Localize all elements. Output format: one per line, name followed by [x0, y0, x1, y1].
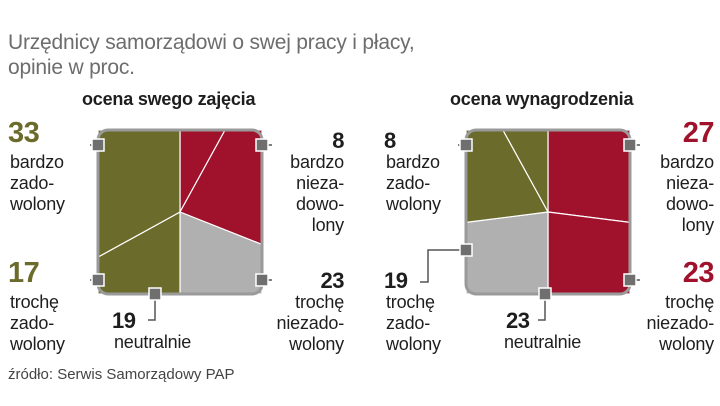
chart-2-label-neutralnie: neutralnie	[504, 332, 582, 352]
label-line: zado-	[386, 313, 431, 333]
chart-2-label-bardzo-zadowolony: bardzo zado- wolony	[386, 152, 441, 215]
chart-2-label-bardzo-niezadowolony: bardzo nieza- dowo- lony	[660, 152, 714, 236]
label-line: wolony	[289, 334, 344, 354]
label-line: zado-	[386, 173, 431, 193]
label-line: trochę	[386, 292, 435, 312]
marker-square	[255, 138, 269, 152]
chart-1-label-troche-niezadowolony: trochę niezado- wolony	[276, 292, 345, 355]
title-line-2: opinie w proc.	[8, 56, 135, 79]
label-line: trochę	[665, 292, 714, 312]
chart-1-frame	[96, 128, 264, 296]
label-line: trochę	[10, 292, 59, 312]
chart-1-plot	[96, 128, 264, 296]
label-line: nieza-	[296, 173, 344, 193]
label-line: bardzo	[660, 152, 714, 172]
label-line: niezado-	[276, 313, 345, 333]
label-line: lony	[311, 215, 344, 235]
chart-1-value-bardzo-niezadowolony: 8	[332, 128, 344, 153]
label-line: wolony	[659, 334, 714, 354]
chart-1-value-troche-zadowolony: 17	[8, 257, 40, 289]
chart-title: Urzędnicy samorządowi o swej pracy i pła…	[8, 30, 415, 80]
label-line: dowo-	[665, 194, 714, 214]
marker-square	[623, 138, 637, 152]
label-line: nieza-	[666, 173, 714, 193]
marker-square	[538, 287, 552, 301]
chart-2-value-troche-zadowolony: 19	[384, 268, 408, 293]
label-line: zado-	[10, 313, 55, 333]
label-line: dowo-	[295, 194, 344, 214]
marker-square	[623, 273, 637, 287]
label-line: bardzo	[10, 152, 64, 172]
label-line: bardzo	[386, 152, 440, 172]
chart-1-label-troche-zadowolony: trochę zado- wolony	[10, 292, 65, 355]
chart-1-value-neutralnie: 19	[112, 308, 136, 333]
marker-square	[91, 273, 105, 287]
corner-markers	[91, 138, 637, 301]
label-line: wolony	[386, 334, 441, 354]
chart-1-label-bardzo-niezadowolony: bardzo nieza- dowo- lony	[290, 152, 344, 236]
label-line: wolony	[10, 194, 65, 214]
source-note: źródło: Serwis Samorządowy PAP	[8, 366, 235, 383]
label-line: lony	[681, 215, 714, 235]
label-line: niezado-	[646, 313, 715, 333]
chart-2-value-bardzo-zadowolony: 8	[384, 128, 396, 153]
marker-square	[459, 243, 473, 257]
chart-1-value-bardzo-zadowolony: 33	[8, 117, 40, 149]
marker-square	[255, 273, 269, 287]
chart-2-plot	[464, 128, 632, 296]
label-line: bardzo	[290, 152, 344, 172]
chart-2-heading: ocena wynagrodzenia	[450, 89, 634, 109]
marker-square	[148, 287, 162, 301]
chart-1-value-troche-niezadowolony: 23	[320, 268, 345, 293]
chart-2-slice-troche-niezadowolony	[547, 211, 631, 295]
label-line: wolony	[10, 334, 65, 354]
label-line: zado-	[10, 173, 55, 193]
chart-1-heading: ocena swego zajęcia	[82, 89, 256, 109]
chart-2-value-bardzo-niezadowolony: 27	[682, 117, 715, 149]
chart-2-value-neutralnie: 23	[506, 308, 530, 333]
chart-2-label-troche-niezadowolony: trochę niezado- wolony	[646, 292, 715, 355]
chart-2-slice-neutralnie	[465, 211, 549, 295]
marker-square	[91, 138, 105, 152]
chart-2-slice-bardzo-niezadowolony	[547, 129, 631, 224]
label-line: wolony	[386, 194, 441, 214]
chart-1-label-bardzo-zadowolony: bardzo zado- wolony	[10, 152, 65, 215]
chart-2-label-troche-zadowolony: trochę zado- wolony	[386, 292, 441, 355]
chart-1-label-neutralnie: neutralnie	[114, 332, 192, 352]
marker-square	[459, 138, 473, 152]
chart-2-value-troche-niezadowolony: 23	[682, 257, 715, 289]
chart-1-slice-bardzo-zadowolony	[97, 129, 181, 259]
label-line: trochę	[295, 292, 344, 312]
title-line-1: Urzędnicy samorządowi o swej pracy i pła…	[8, 31, 415, 54]
